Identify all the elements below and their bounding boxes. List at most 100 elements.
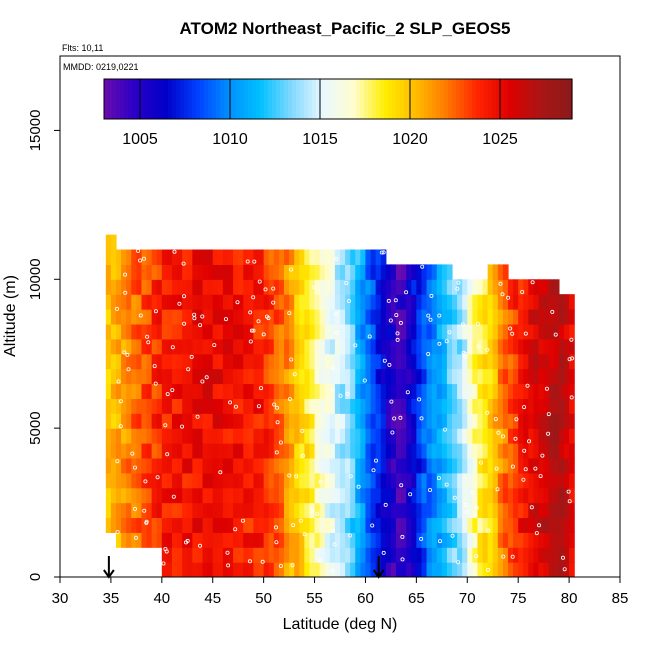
heatmap-cell (350, 487, 356, 504)
heatmap-cell (350, 338, 356, 355)
track-point (170, 388, 175, 393)
heatmap-cell (243, 309, 249, 325)
heatmap-cell (182, 487, 188, 504)
heatmap-cell (136, 368, 143, 385)
heatmap-cell (217, 443, 224, 459)
heatmap-cell (564, 353, 570, 370)
heatmap-cell (314, 264, 321, 280)
heatmap-cell (482, 413, 489, 429)
heatmap-cell (334, 502, 341, 519)
heatmap-cell (136, 294, 143, 310)
heatmap-cell (192, 517, 199, 533)
heatmap-cell (121, 532, 127, 548)
heatmap-cell (172, 309, 178, 325)
heatmap-cell (508, 472, 514, 489)
heatmap-cell (370, 413, 377, 429)
heatmap-cell (497, 323, 504, 340)
heatmap-cell (564, 457, 570, 474)
heatmap-cell (314, 457, 321, 474)
heatmap-cell (355, 487, 361, 504)
heatmap-cell (355, 517, 361, 533)
heatmap-cell (304, 472, 311, 489)
x-tick-label: 30 (52, 590, 69, 607)
heatmap-cell (136, 398, 143, 414)
heatmap-cell (258, 428, 265, 444)
track-point (290, 563, 295, 568)
track-point (182, 321, 187, 326)
heatmap-cell (131, 264, 137, 280)
heatmap-cell (116, 279, 122, 295)
heatmap-cell (390, 428, 397, 444)
track-point (494, 466, 499, 471)
heatmap-cell (161, 443, 168, 459)
heatmap-cell (334, 532, 341, 548)
heatmap-cell (319, 457, 326, 474)
colorbar-segment (360, 79, 365, 119)
heatmap-cell (390, 413, 397, 429)
heatmap-cell (340, 413, 346, 429)
track-point (264, 314, 269, 319)
heatmap-cell (299, 368, 305, 385)
track-point (218, 470, 223, 475)
heatmap-cell (207, 547, 214, 563)
colorbar-segment (564, 79, 569, 119)
track-point (387, 362, 392, 367)
heatmap-cell (284, 353, 290, 370)
track-point (382, 358, 387, 363)
heatmap-cell (289, 532, 295, 548)
track-point (330, 366, 335, 371)
heatmap-cell (166, 472, 173, 489)
heatmap-cell (421, 457, 428, 474)
heatmap-cell (370, 457, 377, 474)
heatmap-cell (141, 443, 148, 459)
track-point (417, 397, 422, 402)
track-point (428, 317, 433, 322)
heatmap-cell (248, 562, 255, 577)
heatmap-cell (497, 264, 504, 280)
heatmap-cell (411, 353, 417, 370)
colorbar-segment (236, 79, 241, 119)
heatmap-cell (528, 472, 535, 489)
heatmap-cell (472, 532, 479, 548)
heatmap-cell (492, 443, 499, 459)
colorbar-segment (312, 79, 317, 119)
heatmap-cell (248, 532, 255, 548)
heatmap-cell (370, 249, 377, 265)
heatmap-cell (243, 294, 249, 310)
heatmap-cell (273, 428, 280, 444)
heatmap-cell (401, 294, 407, 310)
heatmap-cell (340, 294, 346, 310)
track-point (338, 393, 343, 398)
heatmap-cell (294, 428, 300, 444)
heatmap-cell (411, 562, 417, 577)
heatmap-cell (192, 338, 199, 355)
heatmap-cell (375, 338, 382, 355)
heatmap-cell (355, 249, 361, 265)
colorbar-segment (452, 79, 457, 119)
heatmap-cell (467, 279, 473, 295)
heatmap-cell (462, 398, 468, 414)
heatmap-cell (538, 532, 545, 548)
heatmap-cell (421, 338, 428, 355)
heatmap-cell (431, 547, 438, 563)
heatmap-cell (238, 279, 244, 295)
heatmap-cell (177, 383, 183, 399)
heatmap-cell (243, 338, 249, 355)
heatmap-cell (161, 547, 168, 563)
heatmap-cell (441, 562, 448, 577)
heatmap-cell (487, 457, 494, 474)
heatmap-cell (299, 249, 305, 265)
heatmap-cell (548, 472, 555, 489)
heatmap-cell (121, 517, 127, 533)
heatmap-cell (370, 353, 377, 370)
heatmap-cell (212, 443, 219, 459)
heatmap-cell (253, 294, 260, 310)
heatmap-cell (340, 338, 346, 355)
heatmap-cell (365, 398, 372, 414)
colorbar-segment (164, 79, 169, 119)
heatmap-cell (278, 264, 285, 280)
track-point (371, 468, 376, 473)
heatmap-cell (309, 457, 316, 474)
heatmap-cell (253, 443, 260, 459)
heatmap-cell (253, 413, 260, 429)
